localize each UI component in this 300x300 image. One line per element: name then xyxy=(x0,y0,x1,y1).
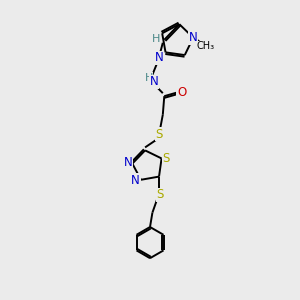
Text: N: N xyxy=(189,31,198,44)
Text: N: N xyxy=(131,174,140,187)
Text: N: N xyxy=(155,51,164,64)
Text: N: N xyxy=(149,75,158,88)
Text: H: H xyxy=(152,34,160,44)
Text: S: S xyxy=(163,152,170,165)
Text: H: H xyxy=(145,73,153,82)
Text: O: O xyxy=(177,86,186,99)
Text: S: S xyxy=(157,188,164,201)
Text: S: S xyxy=(155,128,163,141)
Text: N: N xyxy=(124,156,132,169)
Text: CH₃: CH₃ xyxy=(197,41,215,51)
